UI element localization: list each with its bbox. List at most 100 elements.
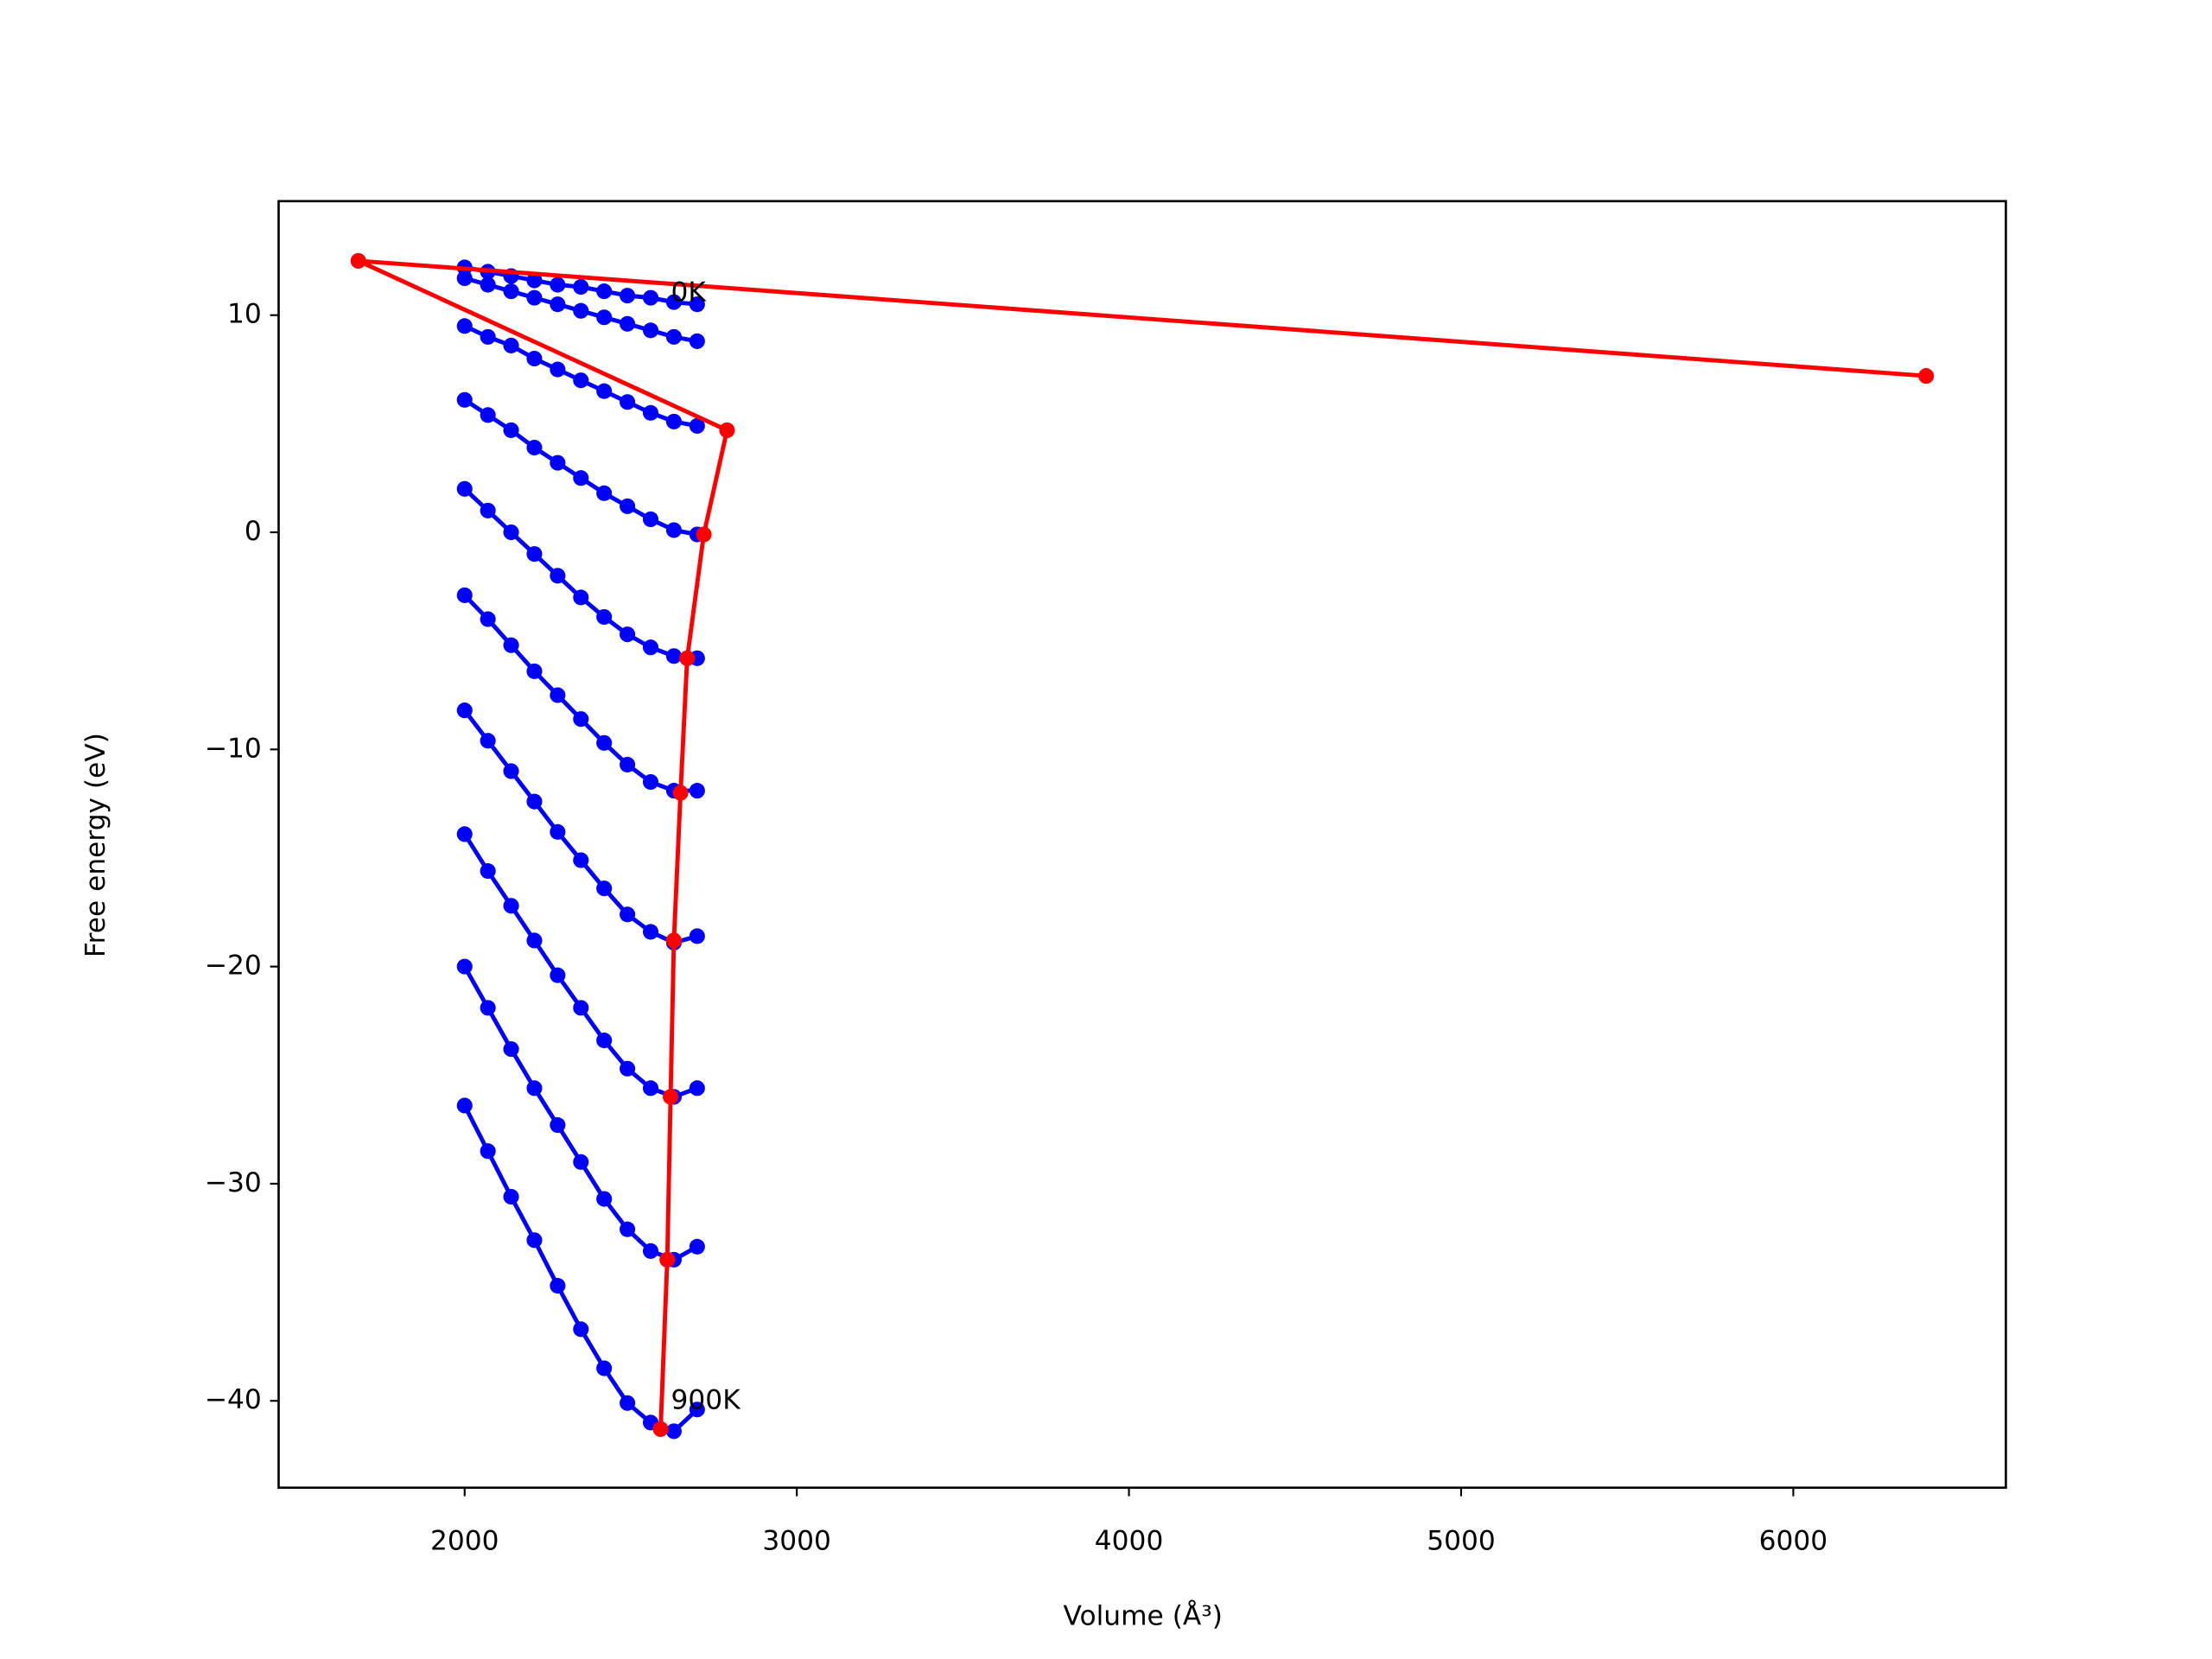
data-point: [526, 272, 543, 289]
data-point: [620, 1221, 636, 1237]
y-axis-label: Free energy (eV): [80, 733, 111, 957]
data-point: [672, 785, 689, 801]
data-point: [573, 279, 589, 296]
data-point: [573, 1000, 589, 1016]
data-point: [526, 289, 543, 306]
data-point: [689, 296, 705, 313]
data-point: [642, 924, 659, 940]
data-point: [642, 1243, 659, 1259]
data-point: [596, 383, 613, 399]
data-point: [573, 589, 589, 606]
y-tick-label: −10: [205, 733, 262, 764]
data-point: [620, 626, 636, 643]
data-point: [679, 650, 696, 666]
data-point: [526, 1080, 543, 1096]
data-point: [480, 733, 496, 749]
data-point: [550, 276, 566, 293]
data-point: [503, 337, 519, 353]
data-point: [642, 639, 659, 656]
data-point: [350, 252, 366, 269]
data-point: [642, 289, 659, 306]
data-point: [456, 587, 473, 603]
data-point: [526, 793, 543, 810]
data-point: [1918, 368, 1935, 385]
data-point: [663, 1089, 679, 1105]
data-point: [480, 328, 496, 345]
data-point: [456, 480, 473, 497]
data-point: [480, 407, 496, 423]
series-line: [356, 258, 1927, 1429]
data-point: [526, 1232, 543, 1249]
y-tick-label: −40: [205, 1384, 262, 1415]
data-point: [573, 711, 589, 728]
data-point: [596, 608, 613, 626]
data-point: [573, 372, 589, 389]
data-point: [526, 439, 543, 456]
data-point: [652, 1421, 669, 1437]
data-point: [550, 454, 566, 471]
data-point: [526, 546, 543, 563]
data-point: [503, 283, 519, 300]
data-point: [456, 318, 473, 334]
x-tick-label: 5000: [1427, 1525, 1496, 1556]
data-point: [620, 906, 636, 923]
x-axis-label: Volume (Å³): [1064, 1599, 1223, 1631]
data-point: [665, 522, 682, 538]
data-point: [480, 863, 496, 880]
data-point: [689, 333, 705, 349]
data-point: [480, 611, 496, 627]
data-point: [503, 1188, 519, 1205]
data-point: [642, 404, 659, 421]
data-point: [665, 413, 682, 429]
y-tick-label: 0: [245, 516, 262, 547]
data-point: [596, 1033, 613, 1049]
data-point: [696, 526, 712, 543]
data-point: [719, 422, 735, 438]
data-point: [480, 276, 496, 293]
data-point: [456, 826, 473, 842]
plot-frame: [277, 200, 2007, 1490]
data-point: [550, 687, 566, 703]
data-point: [573, 302, 589, 319]
data-point: [642, 1080, 659, 1096]
y-tick-label: −30: [205, 1167, 262, 1198]
data-point: [689, 1402, 705, 1418]
data-point: [689, 928, 705, 944]
data-point: [596, 283, 613, 300]
data-point: [665, 932, 682, 949]
data-point: [503, 1041, 519, 1058]
data-point: [503, 524, 519, 541]
data-point: [480, 1000, 496, 1016]
data-point: [573, 1321, 589, 1338]
data-point: [480, 1143, 496, 1160]
data-point: [689, 1238, 705, 1255]
annotation: 900K: [671, 1384, 742, 1415]
data-point: [620, 315, 636, 332]
data-point: [503, 763, 519, 779]
x-tick-label: 4000: [1095, 1525, 1164, 1556]
data-point: [480, 502, 496, 518]
data-point: [620, 1060, 636, 1077]
data-point: [620, 498, 636, 514]
data-point: [596, 309, 613, 326]
data-point: [456, 270, 473, 287]
annotation: 0K: [671, 277, 708, 308]
y-tick-label: 10: [227, 299, 262, 330]
data-point: [550, 967, 566, 983]
data-point: [550, 823, 566, 840]
data-point: [596, 880, 613, 897]
data-point: [596, 734, 613, 751]
data-point: [550, 1117, 566, 1134]
data-point: [573, 852, 589, 868]
data-point: [620, 756, 636, 772]
data-point: [620, 394, 636, 410]
data-point: [665, 1423, 682, 1440]
data-point: [689, 783, 705, 799]
x-tick-label: 3000: [762, 1525, 831, 1556]
data-point: [503, 637, 519, 653]
data-point: [503, 898, 519, 914]
data-point: [659, 1251, 676, 1268]
data-point: [573, 470, 589, 486]
